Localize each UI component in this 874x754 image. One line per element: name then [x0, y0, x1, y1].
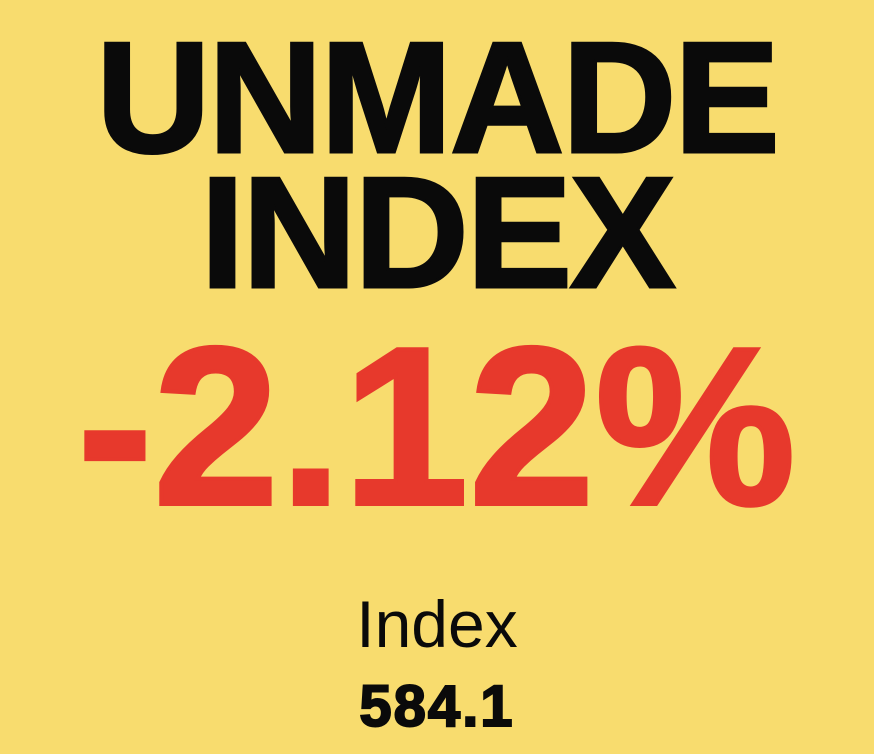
- index-title-line1: UNMADE: [95, 10, 781, 186]
- index-title: UNMADE INDEX: [95, 10, 781, 321]
- index-title-line2: INDEX: [199, 145, 677, 321]
- index-value: 584.1: [358, 674, 515, 739]
- index-change-percent: -2.12%: [76, 300, 798, 552]
- index-label: Index: [356, 587, 518, 661]
